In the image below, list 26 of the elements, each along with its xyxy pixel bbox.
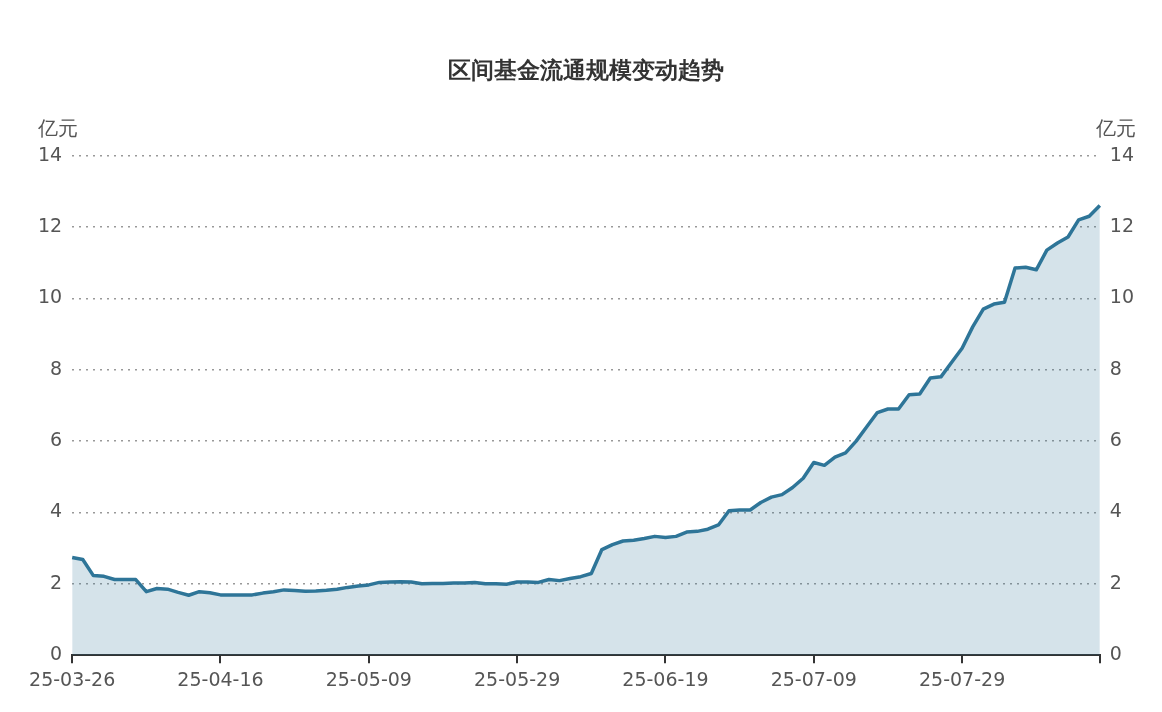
x-tick-label: 25-07-09 [770, 667, 857, 690]
y2-tick-label: 6 [1109, 428, 1122, 451]
y-tick-label: 6 [50, 428, 63, 451]
y-tick-label: 0 [50, 642, 63, 665]
y2-tick-label: 0 [1109, 642, 1122, 665]
y2-tick-label: 12 [1109, 213, 1135, 236]
x-tick-label: 25-03-26 [29, 667, 116, 690]
y2-axis-title: 亿元 [1095, 115, 1136, 140]
x-tick-label: 25-06-19 [622, 667, 709, 690]
y-tick-label: 14 [37, 142, 63, 165]
y-tick-label: 8 [50, 356, 63, 379]
x-tick-label: 25-07-29 [918, 667, 1006, 690]
x-tick-label: 25-04-16 [177, 667, 264, 690]
y-tick-label: 10 [37, 285, 63, 308]
chart-title: 区间基金流通规模变动趋势 [448, 56, 724, 83]
y-tick-label: 4 [50, 499, 63, 522]
y-axis-title: 亿元 [37, 115, 78, 140]
y2-tick-label: 10 [1109, 285, 1135, 308]
x-tick-label: 25-05-29 [474, 667, 561, 690]
x-tick-label: 25-05-09 [325, 667, 412, 690]
y2-tick-label: 8 [1109, 356, 1122, 379]
y2-tick-label: 2 [1109, 570, 1122, 593]
y2-tick-label: 4 [1109, 499, 1122, 522]
y-tick-label: 2 [50, 570, 63, 593]
y-tick-label: 12 [37, 213, 63, 236]
y2-tick-label: 14 [1109, 142, 1135, 165]
